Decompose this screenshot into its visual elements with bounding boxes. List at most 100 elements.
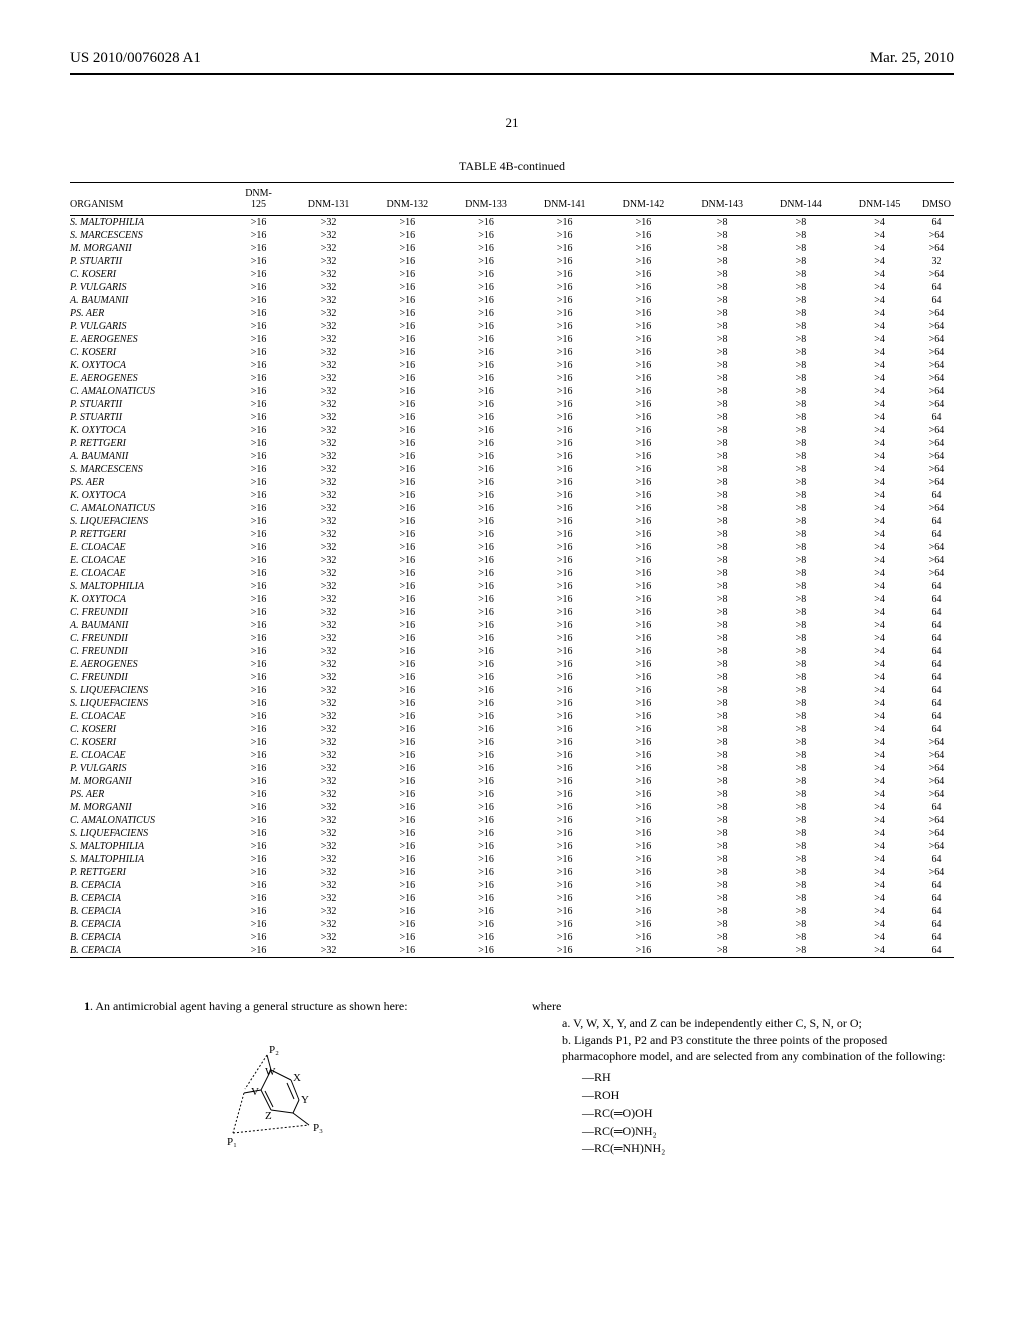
value-cell: >64 <box>919 229 954 242</box>
value-cell: >16 <box>604 801 683 814</box>
table-row: P. STUARTII>16>32>16>16>16>16>8>8>464 <box>70 411 954 424</box>
table-row: P. RETTGERI>16>32>16>16>16>16>8>8>464 <box>70 528 954 541</box>
table-row: S. MALTOPHILIA>16>32>16>16>16>16>8>8>464 <box>70 853 954 866</box>
organism-cell: B. CEPACIA <box>70 879 228 892</box>
table-row: S. MARCESCENS>16>32>16>16>16>16>8>8>4>64 <box>70 229 954 242</box>
value-cell: >8 <box>683 320 762 333</box>
value-cell: >8 <box>762 242 841 255</box>
value-cell: >16 <box>604 723 683 736</box>
value-cell: >8 <box>683 398 762 411</box>
value-cell: >16 <box>368 736 447 749</box>
value-cell: >8 <box>683 944 762 958</box>
table-row: K. OXYTOCA>16>32>16>16>16>16>8>8>4>64 <box>70 359 954 372</box>
value-cell: >8 <box>762 411 841 424</box>
value-cell: >64 <box>919 814 954 827</box>
organism-cell: A. BAUMANII <box>70 619 228 632</box>
value-cell: >16 <box>368 762 447 775</box>
value-cell: >16 <box>368 528 447 541</box>
value-cell: >16 <box>368 892 447 905</box>
value-cell: >16 <box>228 229 289 242</box>
table-row: E. CLOACAE>16>32>16>16>16>16>8>8>4>64 <box>70 749 954 762</box>
value-cell: >4 <box>840 281 919 294</box>
value-cell: >16 <box>604 502 683 515</box>
value-cell: >64 <box>919 333 954 346</box>
value-cell: >8 <box>683 671 762 684</box>
value-cell: >16 <box>525 918 604 931</box>
value-cell: >16 <box>228 866 289 879</box>
data-table: ORGANISMDNM-125DNM-131DNM-132DNM-133DNM-… <box>70 182 954 958</box>
value-cell: >8 <box>683 216 762 230</box>
value-cell: >8 <box>683 762 762 775</box>
table-row: P. STUARTII>16>32>16>16>16>16>8>8>4>64 <box>70 398 954 411</box>
value-cell: >8 <box>683 736 762 749</box>
organism-cell: B. CEPACIA <box>70 918 228 931</box>
value-cell: >32 <box>289 918 368 931</box>
value-cell: >16 <box>604 918 683 931</box>
column-header: DNM-141 <box>525 183 604 216</box>
value-cell: >8 <box>683 528 762 541</box>
value-cell: >16 <box>525 463 604 476</box>
value-cell: >16 <box>228 333 289 346</box>
value-cell: >16 <box>447 450 526 463</box>
value-cell: >64 <box>919 567 954 580</box>
value-cell: >16 <box>228 619 289 632</box>
value-cell: >16 <box>368 307 447 320</box>
value-cell: >16 <box>604 658 683 671</box>
value-cell: >16 <box>447 372 526 385</box>
organism-cell: S. MARCESCENS <box>70 229 228 242</box>
value-cell: >16 <box>368 918 447 931</box>
value-cell: >16 <box>604 528 683 541</box>
value-cell: >16 <box>604 697 683 710</box>
value-cell: >16 <box>228 580 289 593</box>
value-cell: >16 <box>228 359 289 372</box>
value-cell: >4 <box>840 931 919 944</box>
organism-cell: E. AEROGENES <box>70 333 228 346</box>
value-cell: >16 <box>368 710 447 723</box>
organism-cell: C. KOSERI <box>70 736 228 749</box>
ligand-list: —RH—ROH—RC(═O)OH—RC(═O)NH₂—RC(═NH)NH₂ <box>532 1069 954 1157</box>
value-cell: >8 <box>683 294 762 307</box>
value-cell: >16 <box>368 684 447 697</box>
value-cell: >4 <box>840 749 919 762</box>
value-cell: >4 <box>840 385 919 398</box>
organism-cell: S. MARCESCENS <box>70 463 228 476</box>
value-cell: >8 <box>683 307 762 320</box>
value-cell: >32 <box>289 398 368 411</box>
value-cell: >16 <box>525 658 604 671</box>
value-cell: >8 <box>762 320 841 333</box>
value-cell: >16 <box>525 281 604 294</box>
value-cell: >8 <box>683 801 762 814</box>
value-cell: >16 <box>368 554 447 567</box>
value-cell: >16 <box>228 489 289 502</box>
value-cell: >16 <box>368 931 447 944</box>
table-row: K. OXYTOCA>16>32>16>16>16>16>8>8>464 <box>70 593 954 606</box>
value-cell: >16 <box>604 489 683 502</box>
value-cell: >16 <box>525 931 604 944</box>
value-cell: >8 <box>683 749 762 762</box>
table-row: C. FREUNDII>16>32>16>16>16>16>8>8>464 <box>70 671 954 684</box>
value-cell: >16 <box>447 541 526 554</box>
claim-item-a: a. V, W, X, Y, and Z can be independentl… <box>532 1015 954 1032</box>
value-cell: >16 <box>604 684 683 697</box>
value-cell: >16 <box>368 801 447 814</box>
organism-cell: K. OXYTOCA <box>70 489 228 502</box>
value-cell: >16 <box>228 528 289 541</box>
value-cell: >16 <box>525 775 604 788</box>
organism-cell: PS. AER <box>70 788 228 801</box>
value-cell: >16 <box>368 749 447 762</box>
ligand-item: —RC(═O)OH <box>582 1105 954 1122</box>
value-cell: >8 <box>762 567 841 580</box>
table-row: C. AMALONATICUS>16>32>16>16>16>16>8>8>4>… <box>70 502 954 515</box>
value-cell: >16 <box>525 619 604 632</box>
organism-cell: B. CEPACIA <box>70 944 228 958</box>
value-cell: >32 <box>289 762 368 775</box>
value-cell: >4 <box>840 814 919 827</box>
value-cell: >32 <box>289 216 368 230</box>
value-cell: >8 <box>683 905 762 918</box>
value-cell: >8 <box>683 879 762 892</box>
value-cell: >8 <box>683 606 762 619</box>
table-row: P. VULGARIS>16>32>16>16>16>16>8>8>4>64 <box>70 762 954 775</box>
value-cell: >32 <box>289 580 368 593</box>
value-cell: >64 <box>919 476 954 489</box>
value-cell: >8 <box>683 840 762 853</box>
